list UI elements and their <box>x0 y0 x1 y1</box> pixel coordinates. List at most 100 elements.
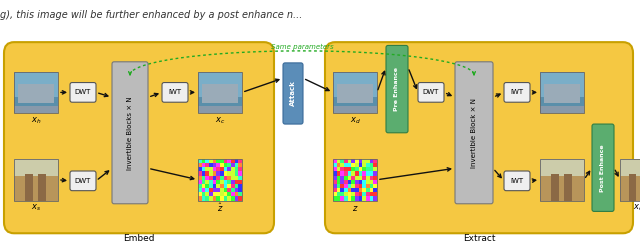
FancyBboxPatch shape <box>325 42 633 233</box>
Bar <box>238 192 243 196</box>
Bar <box>212 188 216 192</box>
Bar <box>344 188 348 192</box>
Bar <box>629 174 636 201</box>
Bar <box>344 171 348 176</box>
Bar <box>198 175 202 180</box>
Bar <box>333 171 337 176</box>
Bar <box>209 167 213 171</box>
Bar <box>366 184 370 188</box>
Bar <box>223 163 228 167</box>
Bar <box>212 159 216 163</box>
Bar <box>220 167 224 171</box>
Bar <box>337 171 340 176</box>
Bar <box>231 188 235 192</box>
Bar <box>205 196 209 201</box>
Bar <box>209 171 213 176</box>
Bar <box>223 196 228 201</box>
Text: $x_c$: $x_c$ <box>215 115 225 126</box>
Bar <box>362 179 366 184</box>
Bar <box>358 188 363 192</box>
Bar <box>333 167 337 171</box>
Text: DWT: DWT <box>75 178 91 184</box>
Bar <box>223 184 228 188</box>
Bar <box>348 167 351 171</box>
Bar <box>370 184 374 188</box>
Bar <box>333 72 377 113</box>
Bar <box>220 184 224 188</box>
Bar <box>198 159 202 163</box>
Text: Invertible Block × N: Invertible Block × N <box>471 98 477 168</box>
Bar <box>14 97 58 107</box>
Bar <box>351 179 355 184</box>
Text: Embed: Embed <box>124 234 155 242</box>
Bar <box>216 192 220 196</box>
Bar <box>220 175 224 180</box>
Bar <box>366 167 370 171</box>
Bar <box>337 192 340 196</box>
Bar <box>362 196 366 201</box>
Bar <box>362 184 366 188</box>
Text: Same parameters: Same parameters <box>271 44 333 50</box>
Bar <box>351 175 355 180</box>
Text: IWT: IWT <box>511 178 524 184</box>
Bar <box>25 174 33 201</box>
Text: $z$: $z$ <box>352 204 358 213</box>
Bar <box>344 179 348 184</box>
Bar <box>238 167 243 171</box>
FancyBboxPatch shape <box>418 83 444 102</box>
Bar <box>366 163 370 167</box>
Bar <box>333 97 377 107</box>
Bar <box>362 175 366 180</box>
Bar <box>333 106 377 113</box>
Bar <box>235 175 239 180</box>
Bar <box>370 163 374 167</box>
Bar <box>238 171 243 176</box>
Bar <box>351 159 355 163</box>
Bar <box>231 196 235 201</box>
Bar <box>370 196 374 201</box>
Bar <box>227 159 231 163</box>
Text: Post Enhance: Post Enhance <box>600 144 605 192</box>
Bar <box>355 163 359 167</box>
Bar <box>227 171 231 176</box>
Bar <box>355 175 359 180</box>
Bar <box>620 159 640 201</box>
Bar <box>373 167 378 171</box>
Bar <box>370 192 374 196</box>
Bar <box>362 171 366 176</box>
Text: IWT: IWT <box>168 89 182 95</box>
Bar <box>14 159 58 201</box>
Bar <box>227 175 231 180</box>
Bar <box>620 159 640 176</box>
Bar <box>333 196 337 201</box>
Bar <box>340 163 344 167</box>
Bar <box>333 163 337 167</box>
FancyBboxPatch shape <box>70 171 96 191</box>
Bar <box>564 174 572 201</box>
Bar <box>333 72 377 97</box>
Bar <box>235 196 239 201</box>
Bar <box>351 188 355 192</box>
Bar <box>227 184 231 188</box>
Bar <box>223 179 228 184</box>
FancyBboxPatch shape <box>112 62 148 204</box>
Bar <box>355 179 359 184</box>
Bar <box>205 159 209 163</box>
Bar <box>358 179 363 184</box>
Bar <box>231 179 235 184</box>
Bar <box>348 196 351 201</box>
Bar <box>337 179 340 184</box>
Bar <box>340 196 344 201</box>
Text: DWT: DWT <box>423 89 439 95</box>
Bar <box>235 159 239 163</box>
Text: Attack: Attack <box>290 81 296 106</box>
Bar <box>358 159 363 163</box>
Bar <box>340 192 344 196</box>
Bar <box>337 159 340 163</box>
Bar <box>202 171 205 176</box>
Bar <box>205 163 209 167</box>
Bar <box>337 175 340 180</box>
Bar <box>333 188 337 192</box>
Bar <box>344 167 348 171</box>
Bar <box>355 184 359 188</box>
